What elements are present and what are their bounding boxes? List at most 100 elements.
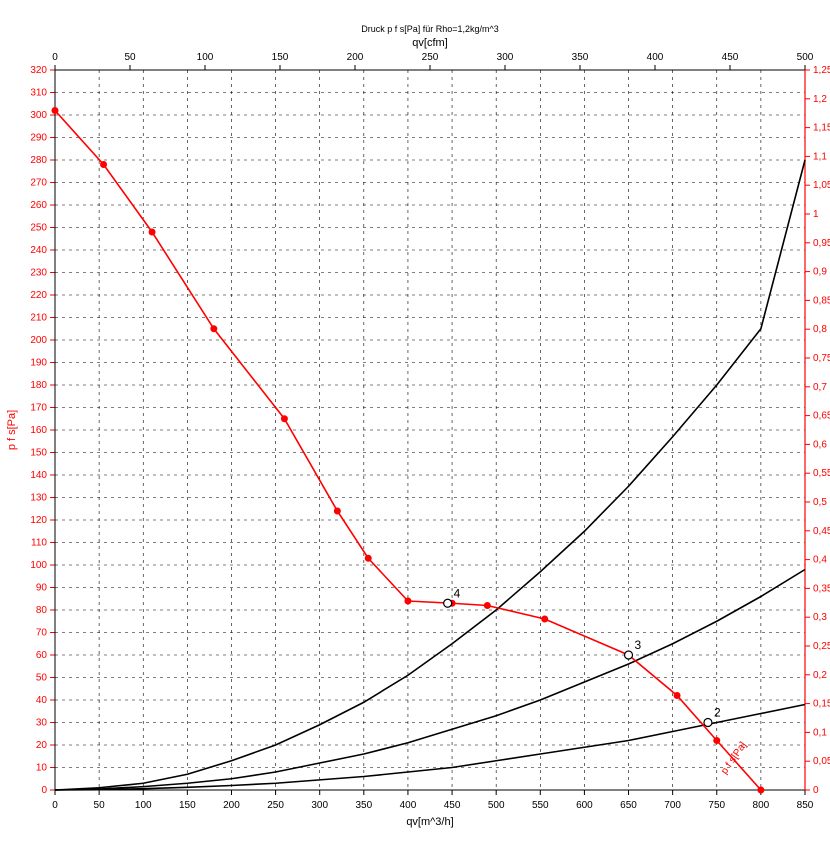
svg-text:850: 850: [797, 800, 814, 811]
operating-point-marker: [444, 599, 452, 607]
svg-text:130: 130: [30, 493, 47, 504]
svg-text:600: 600: [576, 800, 593, 811]
svg-text:0: 0: [813, 785, 819, 796]
fan-curve-point: [52, 108, 58, 114]
fan-curve-point: [405, 598, 411, 604]
pressure-flow-chart: Druck p f s[Pa] für Rho=1,2kg/m^30501001…: [0, 0, 830, 852]
fan-curve-point: [542, 616, 548, 622]
svg-text:800: 800: [753, 800, 770, 811]
svg-text:200: 200: [30, 335, 47, 346]
svg-text:700: 700: [664, 800, 681, 811]
svg-text:30: 30: [36, 718, 48, 729]
fan-curve-point: [281, 416, 287, 422]
svg-text:90: 90: [36, 583, 48, 594]
svg-text:400: 400: [400, 800, 417, 811]
operating-point-marker: [704, 719, 712, 727]
svg-text:250: 250: [30, 223, 47, 234]
svg-text:180: 180: [30, 380, 47, 391]
svg-text:280: 280: [30, 155, 47, 166]
fan-curve-point: [758, 787, 764, 793]
fan-curve-point: [101, 162, 107, 168]
svg-text:1,05: 1,05: [813, 180, 830, 191]
svg-text:100: 100: [197, 52, 214, 63]
svg-text:0,5: 0,5: [813, 497, 827, 508]
svg-text:60: 60: [36, 650, 48, 661]
svg-text:50: 50: [36, 673, 48, 684]
x-bottom-label: qv[m^3/h]: [406, 816, 453, 828]
svg-text:40: 40: [36, 695, 48, 706]
svg-text:250: 250: [267, 800, 284, 811]
svg-text:230: 230: [30, 268, 47, 279]
svg-text:450: 450: [444, 800, 461, 811]
svg-text:500: 500: [797, 52, 814, 63]
svg-text:0,55: 0,55: [813, 468, 830, 479]
svg-text:70: 70: [36, 628, 48, 639]
svg-text:320: 320: [30, 65, 47, 76]
svg-text:150: 150: [179, 800, 196, 811]
fan-curve-point: [674, 693, 680, 699]
svg-text:310: 310: [30, 88, 47, 99]
chart-svg: Druck p f s[Pa] für Rho=1,2kg/m^30501001…: [0, 0, 830, 852]
svg-text:300: 300: [497, 52, 514, 63]
svg-text:350: 350: [572, 52, 589, 63]
svg-text:10: 10: [36, 763, 48, 774]
svg-text:1,15: 1,15: [813, 123, 830, 134]
svg-text:400: 400: [647, 52, 664, 63]
fan-curve-point: [365, 555, 371, 561]
svg-text:220: 220: [30, 290, 47, 301]
svg-text:200: 200: [347, 52, 364, 63]
svg-text:0,4: 0,4: [813, 555, 827, 566]
svg-text:1,2: 1,2: [813, 94, 827, 105]
svg-text:450: 450: [722, 52, 739, 63]
svg-text:150: 150: [30, 448, 47, 459]
fan-curve-point: [484, 603, 490, 609]
svg-text:190: 190: [30, 358, 47, 369]
svg-text:240: 240: [30, 245, 47, 256]
svg-text:0,65: 0,65: [813, 411, 830, 422]
svg-text:0,7: 0,7: [813, 382, 827, 393]
svg-text:300: 300: [30, 110, 47, 121]
svg-text:150: 150: [272, 52, 289, 63]
svg-text:0,6: 0,6: [813, 439, 827, 450]
svg-text:500: 500: [488, 800, 505, 811]
svg-text:1,25: 1,25: [813, 65, 830, 76]
svg-text:0,25: 0,25: [813, 641, 830, 652]
svg-text:250: 250: [422, 52, 439, 63]
svg-text:0,8: 0,8: [813, 324, 827, 335]
operating-point-label: 4: [454, 586, 461, 600]
svg-text:0,05: 0,05: [813, 756, 830, 767]
svg-text:0,75: 0,75: [813, 353, 830, 364]
svg-text:110: 110: [31, 538, 47, 549]
svg-text:0,2: 0,2: [813, 670, 827, 681]
svg-text:0,3: 0,3: [813, 612, 827, 623]
svg-text:0,15: 0,15: [813, 699, 830, 710]
svg-text:0: 0: [52, 52, 58, 63]
chart-title: Druck p f s[Pa] für Rho=1,2kg/m^3: [361, 24, 499, 34]
svg-text:0: 0: [41, 785, 47, 796]
svg-text:550: 550: [532, 800, 549, 811]
svg-text:0,9: 0,9: [813, 267, 827, 278]
svg-text:0,45: 0,45: [813, 526, 830, 537]
x-top-label: qv[cfm]: [412, 37, 447, 49]
svg-text:270: 270: [30, 178, 47, 189]
operating-point-marker: [625, 651, 633, 659]
svg-text:140: 140: [30, 470, 47, 481]
svg-text:290: 290: [30, 133, 47, 144]
svg-text:100: 100: [135, 800, 152, 811]
operating-point-label: 2: [714, 706, 721, 720]
svg-text:350: 350: [355, 800, 372, 811]
fan-curve-point: [211, 326, 217, 332]
operating-point-label: 3: [635, 638, 642, 652]
svg-text:1,1: 1,1: [813, 151, 827, 162]
svg-text:0,85: 0,85: [813, 295, 830, 306]
svg-text:50: 50: [94, 800, 106, 811]
svg-text:0,95: 0,95: [813, 238, 830, 249]
svg-text:80: 80: [36, 605, 48, 616]
svg-text:210: 210: [30, 313, 47, 324]
svg-text:160: 160: [30, 425, 47, 436]
svg-text:200: 200: [223, 800, 240, 811]
svg-text:120: 120: [30, 515, 47, 526]
fan-curve-point: [149, 229, 155, 235]
fan-curve-point: [334, 508, 340, 514]
svg-text:170: 170: [30, 403, 47, 414]
